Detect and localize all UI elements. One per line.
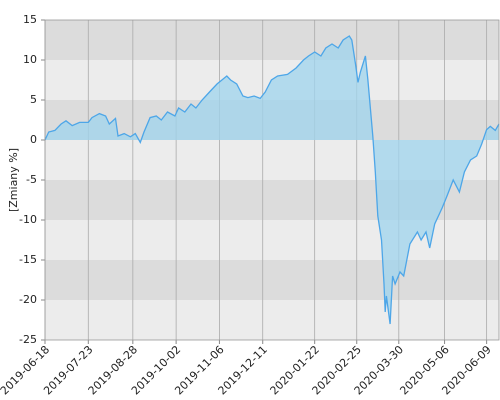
- plot-band: [45, 260, 499, 300]
- plot-frame: [44, 19, 500, 341]
- plot-band: [45, 300, 499, 340]
- area-fill: [45, 36, 499, 324]
- y-tick-label: 0: [30, 133, 37, 146]
- y-tick-label: -20: [19, 293, 37, 306]
- line: [44, 35, 500, 325]
- y-tick-label: -25: [19, 333, 37, 346]
- y-tick-label: -10: [19, 213, 37, 226]
- y-tick-label: 10: [23, 53, 37, 66]
- y-tick-label: 15: [23, 13, 37, 26]
- y-axis-label: [Zmiany %]: [7, 148, 20, 212]
- y-tick-label: -15: [19, 253, 37, 266]
- y-tick-label: -5: [26, 173, 37, 186]
- plot-band: [45, 20, 499, 60]
- y-tick-label: 5: [30, 93, 37, 106]
